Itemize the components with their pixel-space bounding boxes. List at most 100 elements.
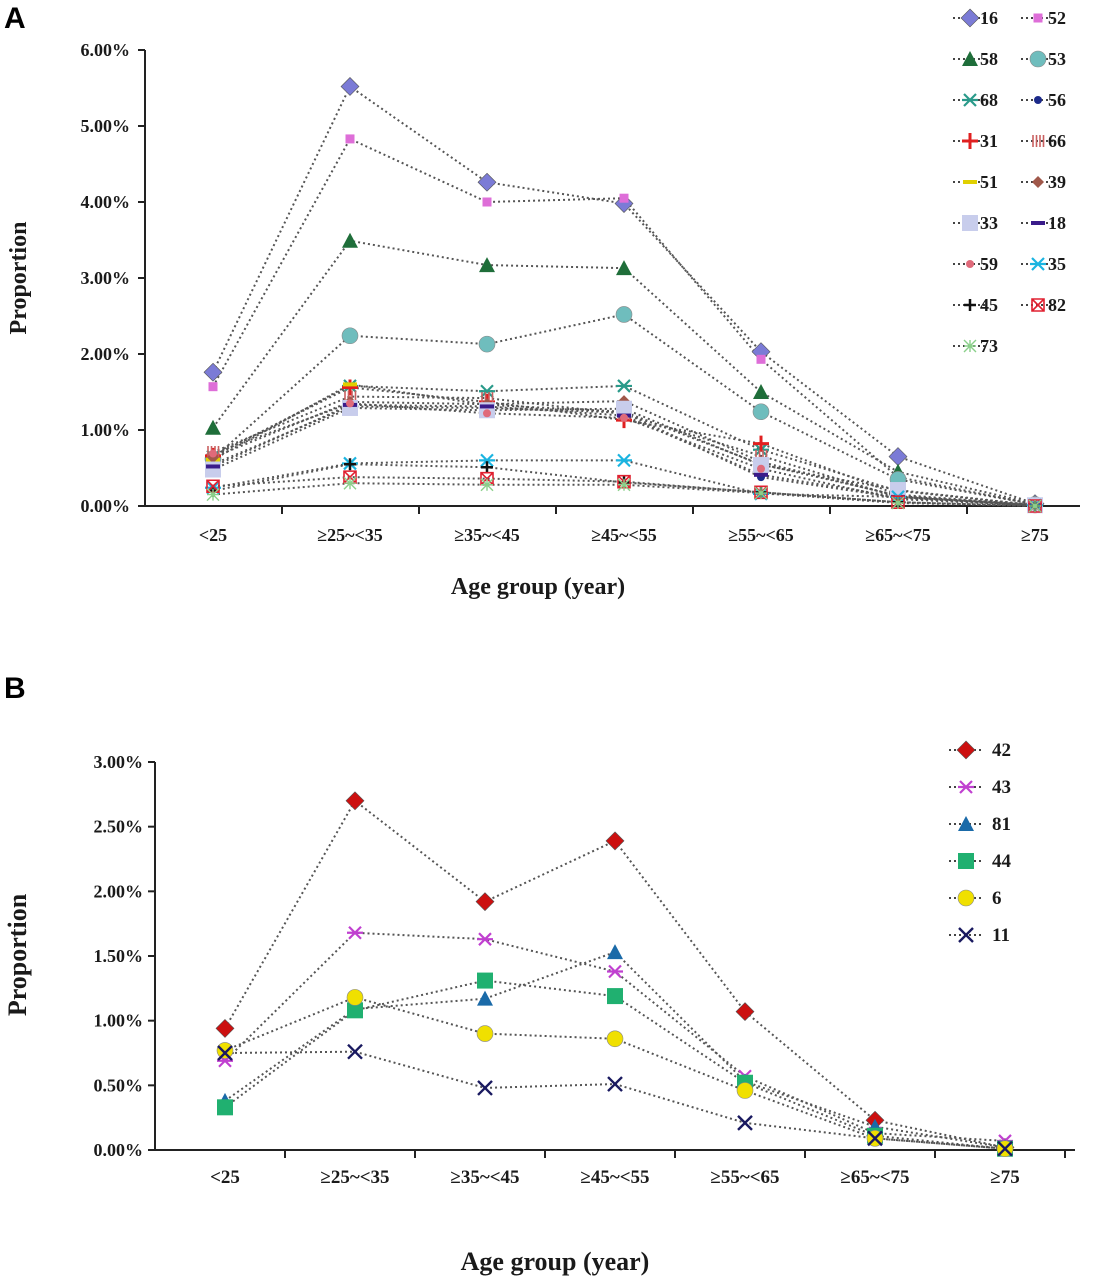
chart-a-legend-label: 56 [1048,90,1066,110]
chart-b-point-44 [347,1002,363,1019]
chart-a-y-tick-label: 4.00% [81,192,131,212]
chart-a-legend-item-52: 52 [1021,8,1066,28]
chart-a-point-73 [343,476,357,490]
chart-a-legend-marker-18 [1031,221,1045,225]
chart-a-legend-marker-59 [966,260,974,268]
chart-a-point-52 [345,134,355,144]
chart-a-point-73 [1028,499,1042,513]
chart-b-y-tick-label: 1.50% [94,946,144,966]
chart-b-point-43 [477,932,493,946]
chart-a-point-58 [753,384,769,399]
chart-a-point-16 [203,362,223,382]
chart-b-y-tick-label: 2.50% [94,817,144,837]
chart-b-x-tick-label: ≥75 [990,1167,1019,1188]
chart-a-legend-label: 73 [980,336,998,356]
chart-a-x-tick-label: ≥65~<75 [865,525,931,545]
chart-a-legend-marker-31 [962,133,978,149]
chart-a-legend-item-33: 33 [953,213,998,233]
chart-a-point-59 [620,413,628,422]
chart-a-legend-item-16: 16 [953,8,998,28]
chart-b-point-42 [215,1019,235,1038]
chart-a-point-45 [344,458,356,471]
chart-a-point-66 [344,390,357,403]
chart-a-legend-item-59: 59 [953,254,998,274]
chart-a-point-45 [481,461,493,474]
chart-a-legend-item-39: 39 [1021,172,1066,192]
chart-a-legend-marker-51 [963,180,977,184]
chart-a-legend-item-68: 68 [953,90,998,110]
chart-a-legend-label: 66 [1048,131,1066,151]
chart-a-legend-label: 51 [980,172,998,192]
chart-a-legend-label: 45 [980,295,998,315]
chart-b-x-tick-label: ≥25~<35 [320,1167,389,1188]
chart-a-legend-marker-56 [1034,96,1042,104]
chart-b-point-11 [347,1043,363,1060]
chart-a-point-35 [616,453,632,468]
chart-b-legend-label: 11 [992,925,1010,946]
chart-a-legend-label: 35 [1048,254,1066,274]
chart-a-legend-item-31: 31 [953,131,998,151]
chart-a-point-53 [752,403,770,421]
chart-a-point-59 [757,464,765,473]
chart-b-legend: 42 43 81 44 6 11 [949,740,1012,946]
chart-a-y-tick-label: 6.00% [81,40,131,60]
chart-a-y-tick-label: 1.00% [81,420,131,440]
chart-a-x-tick-label: ≥75 [1021,525,1049,545]
chart-b-legend-item-81: 81 [949,814,1011,835]
chart-a-point-59 [346,399,354,408]
chart-a-point-59 [209,449,217,458]
chart-a-legend-item-35: 35 [1021,254,1066,274]
chart-b-point-6 [736,1082,754,1099]
chart-a-x-axis-label: Age group (year) [451,574,625,600]
chart-a-legend-item-66: 66 [1021,131,1066,151]
chart-a-point-58 [479,257,495,273]
chart-b-point-44 [607,988,623,1005]
chart-a-x-tick-label: ≥35~<45 [454,525,520,545]
chart-a-point-52 [619,193,629,203]
chart-a-legend-marker-45 [964,299,976,311]
chart-b-legend-item-44: 44 [949,851,1012,872]
chart-a-point-68 [616,379,632,393]
chart-a-legend-marker-58 [962,51,978,66]
chart-a-legend-label: 82 [1048,295,1066,315]
chart-a-point-73 [480,478,494,492]
chart-a-x-tick-label: <25 [199,525,227,545]
chart-a-x-tick-label: ≥55~<65 [728,525,794,545]
chart-a-legend-label: 39 [1048,172,1066,192]
chart-a-point-33 [616,400,632,417]
chart-a-legend-label: 18 [1048,213,1066,233]
chart-a-legend: 16 52 58 53 68 56 31 66 51 39 33 18 59 35 45 82 73 [953,8,1066,356]
chart-a-legend-label: 31 [980,131,998,151]
chart-a-point-58 [342,232,358,248]
chart-b-point-11 [607,1076,623,1092]
chart-a-point-66 [481,392,494,405]
chart-a-y-axis-label: Proportion [6,222,32,335]
chart-b-y-tick-label: 3.00% [94,752,144,772]
chart-a-y-tick-label: 0.00% [81,496,131,516]
chart-a-legend-label: 68 [980,90,998,110]
chart-b-point-42 [735,1002,755,1022]
chart-b-legend-label: 42 [992,740,1011,761]
chart-b: 0.00% 0.50% 1.00% 1.50% 2.00% 2.50% 3.00% <25 ≥2… [3,740,1075,1276]
chart-b-legend-label: 81 [992,814,1011,835]
chart-a-point-53 [478,335,496,353]
chart-b-point-43 [607,964,623,979]
chart-a-legend-marker-39 [1032,176,1044,188]
chart-b-legend-marker-43 [958,780,974,794]
chart-a-point-73 [617,478,631,492]
chart-a-legend-marker-33 [962,215,978,231]
chart-a-legend-label: 52 [1048,8,1066,28]
chart-a-point-52 [756,354,766,364]
chart-b-y-tick-label: 0.00% [94,1140,144,1160]
chart-b-point-44 [217,1099,233,1116]
chart-b-legend-label: 6 [992,888,1002,909]
chart-a-point-73 [206,488,220,502]
chart-b-point-42 [475,892,495,912]
chart-b-x-axis-label: Age group (year) [461,1247,650,1276]
chart-a-series-line-58 [212,239,1036,505]
chart-b-legend-label: 43 [992,777,1011,798]
chart-a-point-53 [615,306,633,323]
chart-a-point-68 [479,384,495,399]
chart-b-point-11 [217,1045,233,1061]
chart-b-point-6 [216,1042,234,1059]
